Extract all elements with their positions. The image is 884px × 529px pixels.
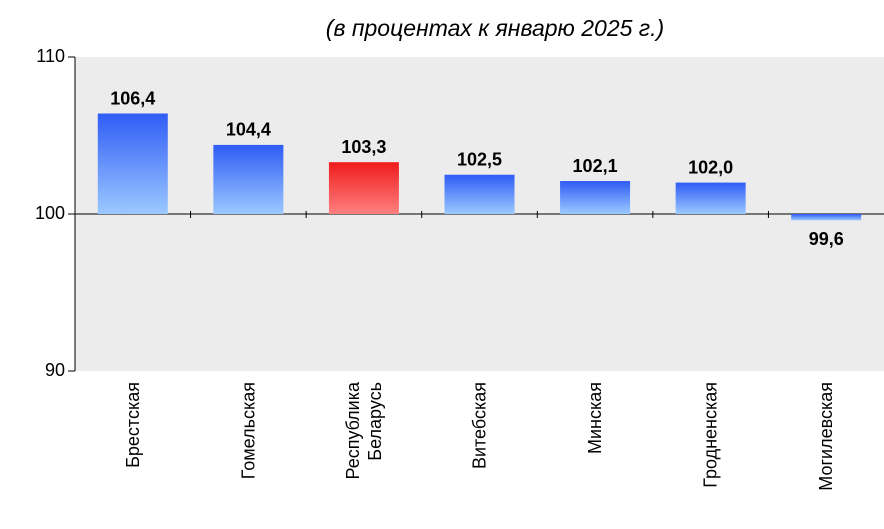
x-tick-label: Брестская (123, 382, 143, 468)
value-label: 103,3 (341, 137, 386, 157)
y-tick-label: 90 (45, 360, 65, 380)
bar (213, 144, 284, 214)
value-label: 99,6 (809, 229, 844, 249)
x-tick-label: Гомельская (238, 382, 258, 479)
x-tick-label: Гродненская (701, 382, 721, 488)
value-label: 102,1 (573, 156, 618, 176)
value-label: 102,0 (688, 157, 733, 177)
y-tick-label: 110 (36, 46, 65, 66)
y-tick-label: 100 (35, 203, 65, 223)
x-tick-label: Республика Беларусь (343, 381, 385, 480)
bar (675, 182, 746, 214)
value-label: 104,4 (226, 120, 271, 140)
x-tick-label: Могилевская (816, 382, 836, 491)
x-tick-label: Минская (585, 382, 605, 454)
bar (97, 113, 168, 214)
bar (560, 181, 631, 214)
value-label: 106,4 (110, 88, 155, 108)
bar (444, 174, 515, 214)
value-label: 102,5 (457, 150, 502, 170)
chart-title: (в процентах к январю 2025 г.) (326, 15, 664, 41)
bar (328, 162, 399, 214)
x-tick-label: Витебская (470, 382, 490, 469)
bar (791, 214, 862, 221)
